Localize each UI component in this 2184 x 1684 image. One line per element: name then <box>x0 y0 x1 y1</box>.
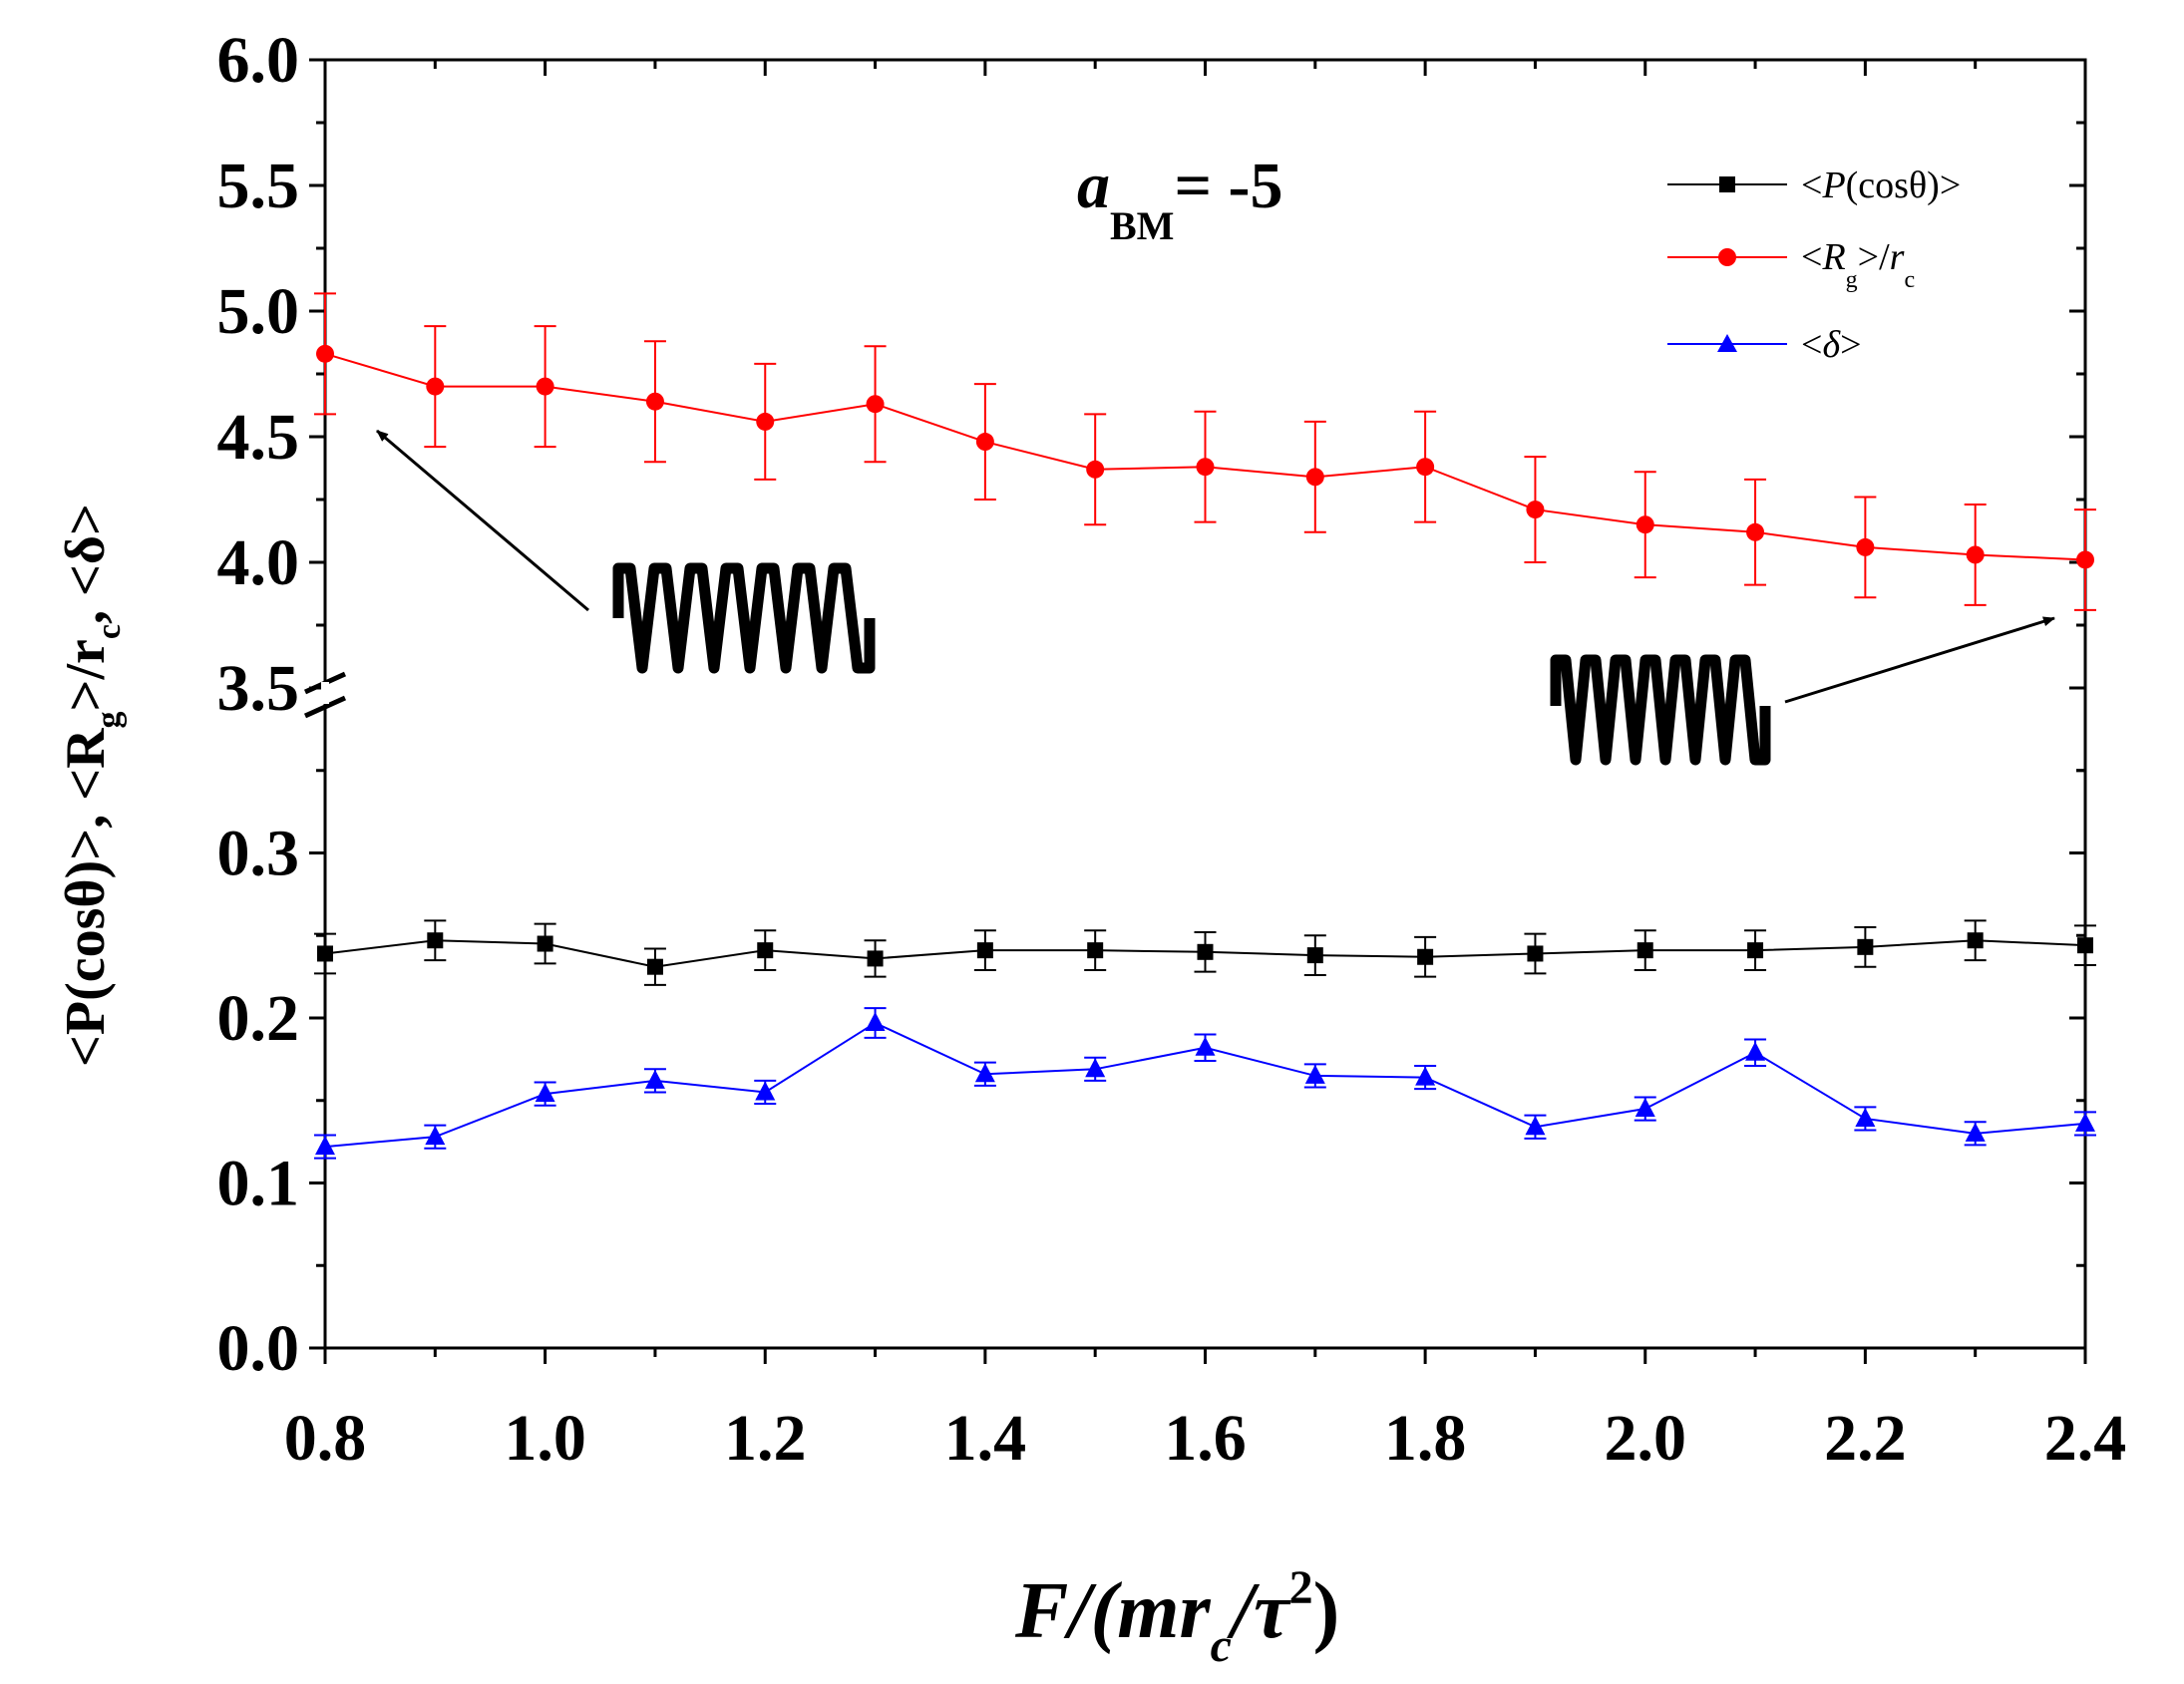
data-point-triangle <box>1965 1122 1986 1142</box>
data-point-triangle <box>755 1081 776 1101</box>
spring-extended-icon <box>612 562 876 674</box>
y-tick-label: 0.3 <box>217 818 300 890</box>
data-point-square <box>1087 942 1104 959</box>
data-point-square <box>1637 942 1653 959</box>
x-tick-label: 1.2 <box>724 1402 807 1475</box>
x-tick-label: 2.4 <box>2044 1402 2127 1475</box>
y-tick-label: 0.2 <box>217 982 300 1055</box>
data-point-circle <box>1856 537 1875 556</box>
legend: <P(cosθ)> <Rg>/rc <δ> <box>1667 165 1961 366</box>
y-axis-title: <P(cosθ)>, <Rg>/rc, <δ> <box>55 504 128 1067</box>
legend-label-delta: <δ> <box>1801 324 1862 366</box>
data-point-triangle <box>1304 1064 1325 1084</box>
data-point-square <box>1306 947 1323 964</box>
data-point-circle <box>1196 458 1215 477</box>
data-point-square <box>646 958 663 975</box>
data-point-circle <box>2076 550 2094 569</box>
data-point-circle <box>1086 460 1105 479</box>
data-point-circle <box>1305 468 1324 487</box>
y-tick-label: 4.0 <box>217 526 300 599</box>
data-point-square <box>1197 943 1214 960</box>
data-point-circle <box>1746 522 1765 541</box>
y-tick-label: 0.1 <box>217 1148 300 1220</box>
data-point-circle <box>1526 501 1545 519</box>
data-point-triangle <box>865 1011 886 1031</box>
data-point-circle <box>1636 515 1654 534</box>
data-point-square <box>1747 942 1764 959</box>
data-point-circle <box>975 433 994 452</box>
data-point-square <box>1967 932 1984 949</box>
data-point-circle <box>316 344 334 363</box>
tick-labels: 0.8 1.0 1.2 1.4 1.6 1.8 2.0 2.2 2.4 0.0 0.1 0.2 0.3 3… <box>217 24 2127 1475</box>
axis-ticks <box>309 58 2087 1364</box>
data-point-square <box>427 932 444 949</box>
y-tick-label: 5.0 <box>217 275 300 348</box>
data-point-triangle <box>974 1063 995 1083</box>
y-tick-label: 4.5 <box>217 401 300 474</box>
x-tick-label: 1.6 <box>1164 1402 1247 1475</box>
data-point-triangle <box>1085 1058 1106 1078</box>
data-point-square <box>2077 937 2093 954</box>
y-tick-label: 0.0 <box>217 1312 300 1385</box>
data-point-square <box>867 950 884 967</box>
data-point-triangle <box>1635 1098 1655 1118</box>
data-point-triangle <box>1415 1066 1436 1086</box>
y-tick-label: 3.5 <box>217 652 300 725</box>
data-point-square <box>537 935 553 952</box>
series-layer <box>314 292 2096 1160</box>
data-point-circle <box>1416 458 1435 477</box>
data-point-square <box>1417 948 1434 965</box>
spring-compressed-icon <box>1550 654 1771 766</box>
data-point-triangle <box>644 1069 665 1089</box>
legend-marker-circle <box>1718 248 1736 266</box>
x-tick-label: 1.4 <box>944 1402 1027 1475</box>
data-point-triangle <box>1745 1041 1766 1061</box>
x-tick-label: 1.8 <box>1384 1402 1467 1475</box>
arrow-to-last-point <box>1784 616 2055 704</box>
legend-label-p-cos: <P(cosθ)> <box>1801 165 1961 206</box>
data-point-square <box>1527 945 1544 962</box>
y-tick-label: 6.0 <box>217 24 300 97</box>
x-tick-label: 1.0 <box>504 1402 586 1475</box>
data-point-circle <box>1966 545 1985 564</box>
data-point-circle <box>866 395 885 414</box>
data-point-square <box>1857 938 1874 955</box>
data-point-circle <box>756 412 775 431</box>
legend-entry-rg: <Rg>/rc <box>1667 236 1915 293</box>
data-point-square <box>317 945 333 962</box>
data-point-triangle <box>425 1126 446 1146</box>
data-point-circle <box>426 377 445 396</box>
legend-entry-p-cos: <P(cosθ)> <box>1667 165 1961 206</box>
data-point-circle <box>645 392 664 411</box>
legend-entry-delta: <δ> <box>1667 324 1862 366</box>
data-point-triangle <box>1525 1116 1546 1136</box>
data-point-triangle <box>2075 1112 2095 1132</box>
data-point-square <box>757 942 774 959</box>
axis-break-gap <box>321 682 329 704</box>
data-point-triangle <box>1855 1107 1876 1127</box>
legend-marker-square <box>1719 176 1735 192</box>
data-point-triangle <box>315 1136 335 1156</box>
arrow-to-first-point <box>376 429 589 612</box>
annotation-label: aBM= -5 <box>1077 150 1283 248</box>
series-1 <box>314 292 2096 611</box>
data-point-circle <box>536 377 554 396</box>
x-axis-title: F/(mrc/τ2) <box>1014 1561 1339 1672</box>
x-tick-label: 2.2 <box>1824 1402 1907 1475</box>
y-tick-label: 5.5 <box>217 150 300 222</box>
series-2 <box>314 1007 2096 1160</box>
data-point-triangle <box>535 1083 555 1103</box>
series-0 <box>314 919 2096 986</box>
legend-marker-triangle <box>1717 334 1737 352</box>
x-tick-label: 0.8 <box>284 1402 367 1475</box>
data-point-triangle <box>1195 1036 1216 1056</box>
data-point-square <box>976 942 993 959</box>
legend-label-rg: <Rg>/rc <box>1801 236 1915 293</box>
x-tick-label: 2.0 <box>1605 1402 1687 1475</box>
